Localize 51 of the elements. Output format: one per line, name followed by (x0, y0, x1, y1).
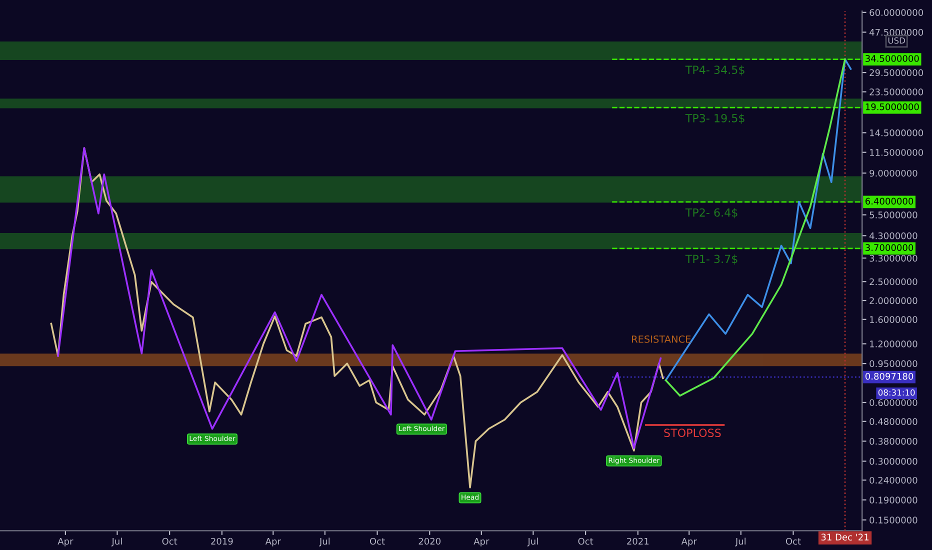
y-tick-label: 4.3000000 (869, 232, 918, 240)
x-tick-label: Apr (681, 538, 697, 546)
x-tick-label: Oct (786, 538, 801, 545)
y-tick-label: 1.6000000 (870, 316, 918, 323)
y-tick-label: 60.0000000 (870, 9, 924, 16)
ref-line-label: 19.5000000 (866, 103, 919, 110)
x-tick-label: Jul (527, 538, 538, 546)
x-tick-label: Apr (474, 538, 490, 546)
x-tick-label: Apr (58, 538, 74, 546)
ref-line-label: 6.4000000 (866, 198, 914, 205)
y-tick-label: 2.5000000 (870, 278, 918, 286)
x-tick-label: Oct (370, 538, 385, 545)
y-tick-label: 11.5000000 (870, 149, 924, 156)
band-label: TP2- 6.4$ (685, 208, 738, 218)
y-tick-label: 0.3000000 (870, 458, 918, 465)
y-tick-label: 0.9500000 (870, 360, 918, 368)
x-tick-label: Apr (265, 538, 281, 546)
ref-line-label: 3.7000000 (866, 244, 914, 252)
text: USD (888, 37, 905, 44)
x-tick-label: 2021 (627, 538, 649, 545)
x-tick-label: 2019 (211, 538, 233, 545)
y-tick-label: 23.5000000 (870, 88, 924, 96)
y-tick-label: 47.5000000 (869, 28, 924, 36)
y-tick-label: 5.5000000 (870, 212, 918, 218)
band-label: TP4- 34.5$ (685, 65, 744, 76)
ref-line-label: 31 Dec '21 (821, 534, 869, 541)
x-tick-label: Jul (319, 538, 330, 546)
y-tick-label: 14.5000000 (870, 129, 924, 136)
y-tick-label: 0.1500000 (870, 516, 918, 524)
x-tick-label: Oct (162, 538, 178, 545)
band-label: TP1- 3.7$ (685, 254, 738, 265)
y-tick-label: 2.0000000 (870, 297, 918, 304)
x-tick-label: Jul (734, 538, 746, 546)
y-tick-label: 3.3000000 (870, 254, 918, 262)
y-tick-label: 1.2000000 (870, 340, 918, 348)
band-label: TP3- 19.5$ (685, 114, 744, 124)
y-tick-label: 0.4800000 (870, 418, 918, 425)
x-tick-label: 2020 (418, 538, 441, 545)
y-tick-label: 0.2400000 (870, 476, 918, 484)
y-tick-label: 9.0000000 (870, 170, 918, 177)
y-tick-label: 0.6000000 (870, 399, 918, 406)
y-tick-label: 29.5000000 (870, 69, 924, 76)
y-tick-label: 0.1900000 (870, 496, 918, 504)
x-tick-label: Jul (111, 538, 122, 546)
ref-line-label: 34.5000000 (866, 55, 919, 62)
band-label: RESISTANCE (632, 335, 691, 343)
text: 08:31:10 (878, 389, 915, 396)
x-tick-label: Oct (578, 538, 594, 545)
ref-line-label: 0.8097180 (865, 372, 914, 380)
y-tick-label: 0.3800000 (870, 438, 918, 445)
ref-line-label: STOPLOSS (664, 428, 721, 438)
